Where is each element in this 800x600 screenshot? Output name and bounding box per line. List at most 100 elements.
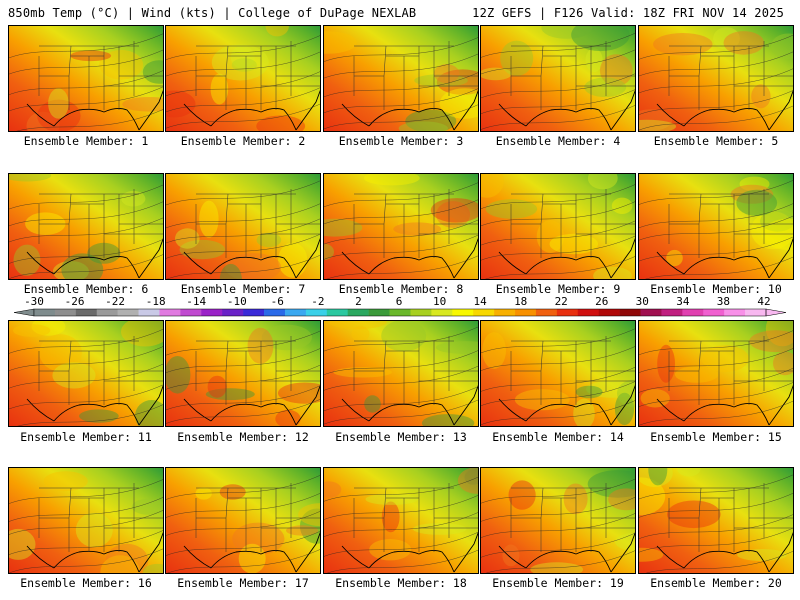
- temperature-contour-region: [412, 523, 467, 535]
- temperature-field: [481, 468, 635, 573]
- height-contour: [324, 531, 478, 557]
- temperature-contour-region: [9, 528, 36, 560]
- height-contour: [481, 201, 635, 227]
- ensemble-member-label: Ensemble Member: 19: [492, 576, 624, 590]
- height-contour: [9, 33, 163, 59]
- temperature-contour-region: [363, 174, 420, 186]
- ensemble-member-map-panel: [8, 320, 164, 427]
- temperature-field: [9, 174, 163, 279]
- ensemble-member-label: Ensemble Member: 3: [338, 134, 464, 148]
- ensemble-member-map-panel: [480, 320, 636, 427]
- height-contour: [639, 330, 793, 356]
- temperature-field: [9, 26, 163, 131]
- temperature-contour-region: [199, 200, 219, 238]
- ensemble-member-map-panel: [480, 173, 636, 280]
- colorbar-segment: [410, 309, 432, 316]
- colorbar-tick-label: 30: [636, 295, 649, 308]
- temperature-contour-region: [653, 33, 713, 56]
- colorbar-segment: [556, 309, 579, 316]
- height-contour: [481, 105, 635, 130]
- ensemble-member-label: Ensemble Member: 8: [338, 282, 464, 296]
- temperature-contour-region: [31, 321, 66, 336]
- ensemble-member-map-panel: [480, 25, 636, 132]
- colorbar-tick-label: -30: [24, 295, 44, 308]
- colorbar-segment: [473, 309, 495, 316]
- height-contour: [324, 37, 478, 62]
- temperature-contour-region: [421, 414, 475, 426]
- temperature-field: [324, 468, 478, 573]
- ensemble-member-label: Ensemble Member: 17: [177, 576, 309, 590]
- temperature-contour-region: [674, 366, 719, 383]
- coastline: [498, 238, 635, 279]
- temperature-contour-region: [256, 232, 282, 248]
- height-contour: [9, 363, 163, 389]
- state-borders: [510, 189, 635, 258]
- state-borders: [668, 41, 793, 110]
- height-contour: [639, 492, 793, 518]
- height-contour: [481, 346, 635, 371]
- height-contour: [9, 86, 163, 112]
- height-contour: [645, 256, 793, 279]
- temperature-contour-region: [639, 109, 673, 131]
- colorbar-tick-label: -6: [271, 295, 284, 308]
- colorbar-tick-label: 18: [514, 295, 527, 308]
- colorbar-segment: [682, 309, 704, 316]
- height-contour: [16, 109, 163, 131]
- height-contour: [166, 364, 320, 390]
- temperature-contour-region: [736, 189, 778, 216]
- height-contour: [166, 87, 320, 113]
- temperature-contour-region: [457, 468, 478, 494]
- colorbar-max-arrow: [765, 308, 787, 317]
- height-contour: [639, 474, 793, 500]
- state-borders: [38, 41, 163, 110]
- temperature-contour-region: [351, 326, 370, 342]
- colorbar-tick-label: -2: [311, 295, 324, 308]
- height-contour: [481, 73, 635, 99]
- height-contour: [9, 384, 163, 410]
- height-contour: [166, 71, 320, 97]
- colorbar-segment: [201, 309, 223, 316]
- colorbar-tick-label: -26: [65, 295, 85, 308]
- temperature-field: [481, 321, 635, 426]
- height-contour: [166, 233, 320, 259]
- height-contour: [9, 328, 163, 354]
- ensemble-member-label: Ensemble Member: 13: [335, 430, 467, 444]
- height-contour: [639, 90, 793, 115]
- temperature-contour-region: [121, 190, 146, 207]
- temperature-contour-region: [563, 483, 588, 515]
- colorbar-tick-label: 14: [473, 295, 487, 308]
- colorbar-segment: [724, 309, 746, 316]
- height-contour: [481, 513, 635, 538]
- height-contour: [324, 476, 478, 502]
- ensemble-member-map-panel: [323, 320, 479, 427]
- temperature-field: [324, 26, 478, 131]
- temperature-contour-region: [324, 31, 357, 54]
- height-contour: [9, 346, 163, 371]
- height-contour: [324, 182, 478, 208]
- ensemble-member-map-panel: [638, 320, 794, 427]
- temperature-contour-region: [398, 121, 448, 131]
- ensemble-member-map-panel: [165, 320, 321, 427]
- temperature-contour-region: [677, 468, 701, 477]
- colorbar-segment: [138, 309, 160, 316]
- colorbar-segment: [326, 309, 349, 316]
- colorbar-tick-label: 34: [676, 295, 690, 308]
- height-contour: [9, 217, 163, 243]
- ensemble-member-label: Ensemble Member: 1: [23, 134, 149, 148]
- coastline: [341, 90, 478, 131]
- colorbar-segment: [305, 309, 328, 316]
- colorbar-segment: [117, 309, 139, 316]
- state-borders: [353, 336, 478, 405]
- ensemble-member-label: Ensemble Member: 18: [335, 576, 467, 590]
- temperature-contour-region: [639, 477, 666, 516]
- temperature-contour-region: [43, 471, 88, 492]
- temperature-contour-region: [179, 239, 226, 260]
- ensemble-member-label: Ensemble Member: 11: [20, 430, 152, 444]
- height-contour: [481, 381, 635, 406]
- temperature-contour-region: [393, 222, 442, 236]
- height-contour: [639, 68, 793, 94]
- colorbar-tick-label: 6: [396, 295, 403, 308]
- colorbar-outline: [33, 308, 767, 317]
- temperature-field: [324, 174, 478, 279]
- temperature-contour-region: [105, 543, 149, 573]
